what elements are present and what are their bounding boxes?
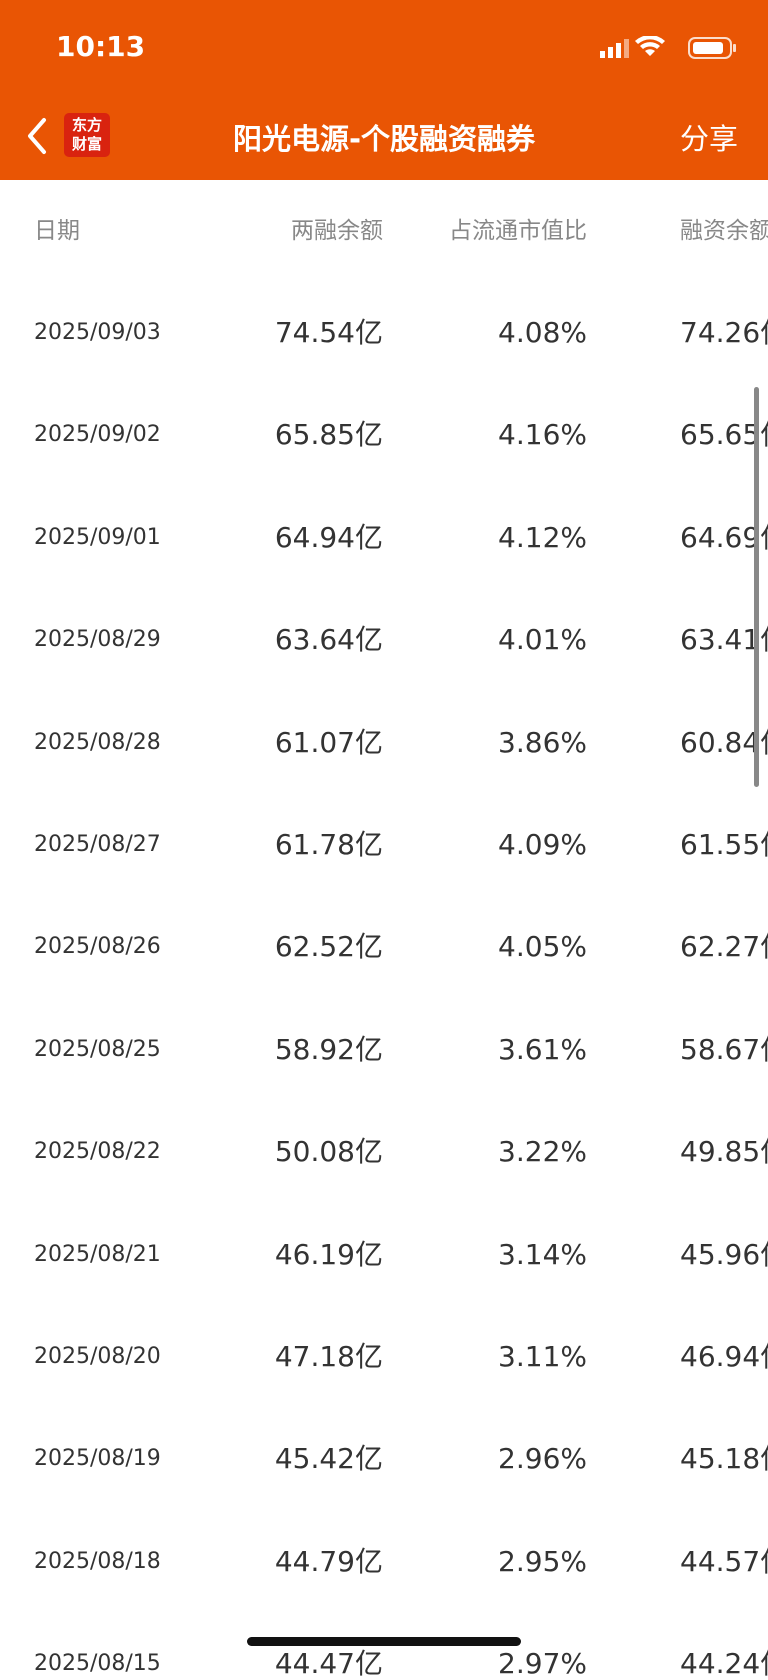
value-cell: 2.96% bbox=[498, 1442, 587, 1476]
date-cell: 2025/08/20 bbox=[34, 1344, 161, 1369]
value-cell: 3.11% bbox=[498, 1340, 587, 1373]
date-cell: 2025/08/29 bbox=[34, 627, 161, 653]
date-cell: 2025/08/28 bbox=[34, 729, 161, 755]
date-cell: 2025/08/25 bbox=[34, 1036, 161, 1062]
value-cell: 2.95% bbox=[498, 1544, 587, 1578]
value-cell: 64.94亿 bbox=[274, 520, 383, 554]
status-icons bbox=[600, 36, 736, 59]
value-cell: 62.52亿 bbox=[274, 930, 383, 964]
value-cell: 3.61% bbox=[498, 1032, 587, 1066]
value-cell: 63.64亿 bbox=[274, 623, 383, 657]
date-cell: 2025/09/02 bbox=[34, 422, 161, 448]
value-cell: 61.78亿 bbox=[274, 828, 383, 861]
column-header: 占流通市值比 bbox=[449, 218, 587, 244]
date-cell: 2025/09/03 bbox=[34, 320, 161, 345]
value-cell: 74.54亿 bbox=[274, 316, 383, 349]
value-cell: 4.08% bbox=[498, 316, 587, 349]
date-cell: 2025/08/27 bbox=[34, 832, 161, 857]
value-cell: 3.14% bbox=[498, 1237, 587, 1271]
column-header: 两融余额 bbox=[291, 218, 383, 244]
column-header: 融资余额 bbox=[680, 218, 768, 244]
logo-text: 东方 bbox=[71, 116, 102, 134]
back-button[interactable] bbox=[24, 116, 50, 156]
app-logo: 东方 财富 bbox=[64, 113, 110, 157]
value-cell: 4.05% bbox=[498, 930, 587, 964]
page-title: 阳光电源-个股融资融券 bbox=[232, 122, 536, 156]
value-cell: 4.09% bbox=[498, 828, 587, 861]
value-cell: 3.86% bbox=[498, 725, 587, 759]
status-time: 10:13 bbox=[56, 30, 146, 63]
value-cell: 62.27亿 bbox=[680, 930, 768, 964]
value-cell: 65.85亿 bbox=[274, 418, 383, 452]
value-cell: 4.12% bbox=[498, 520, 587, 554]
value-cell: 44.24亿 bbox=[680, 1647, 768, 1680]
value-cell: 45.96亿 bbox=[680, 1237, 768, 1271]
header-bar: 10:13 东方 财富 阳光电源-个股融资融券 分享 bbox=[0, 0, 768, 180]
value-cell: 65.65亿 bbox=[680, 418, 768, 452]
date-cell: 2025/08/15 bbox=[34, 1651, 161, 1677]
date-cell: 2025/08/22 bbox=[34, 1139, 161, 1165]
value-cell: 45.42亿 bbox=[274, 1442, 383, 1476]
value-cell: 3.22% bbox=[498, 1135, 587, 1169]
value-cell: 4.16% bbox=[498, 418, 587, 452]
value-cell: 44.57亿 bbox=[680, 1544, 768, 1578]
value-cell: 61.55亿 bbox=[680, 828, 768, 861]
share-button[interactable]: 分享 bbox=[679, 122, 738, 156]
logo-text: 财富 bbox=[71, 135, 102, 153]
value-cell: 45.18亿 bbox=[680, 1442, 768, 1476]
value-cell: 50.08亿 bbox=[274, 1135, 383, 1169]
value-cell: 60.84亿 bbox=[680, 725, 768, 759]
value-cell: 61.07亿 bbox=[274, 725, 383, 759]
value-cell: 63.41亿 bbox=[680, 623, 768, 657]
value-cell: 46.94亿 bbox=[680, 1340, 768, 1373]
value-cell: 44.79亿 bbox=[274, 1544, 383, 1578]
value-cell: 74.26亿 bbox=[680, 316, 768, 349]
date-cell: 2025/09/01 bbox=[34, 524, 161, 550]
value-cell: 64.69亿 bbox=[680, 520, 768, 554]
date-cell: 2025/08/18 bbox=[34, 1548, 161, 1574]
value-cell: 49.85亿 bbox=[680, 1135, 768, 1169]
value-cell: 44.47亿 bbox=[274, 1647, 383, 1680]
value-cell: 47.18亿 bbox=[274, 1340, 383, 1373]
date-cell: 2025/08/19 bbox=[34, 1446, 161, 1472]
scrollbar bbox=[754, 387, 759, 787]
date-cell: 2025/08/26 bbox=[34, 934, 161, 960]
home-indicator bbox=[247, 1637, 521, 1646]
value-cell: 46.19亿 bbox=[274, 1237, 383, 1271]
value-cell: 58.67亿 bbox=[680, 1032, 768, 1066]
value-cell: 2.97% bbox=[498, 1647, 587, 1680]
value-cell: 58.92亿 bbox=[274, 1032, 383, 1066]
column-header: 日期 bbox=[34, 218, 80, 244]
date-cell: 2025/08/21 bbox=[34, 1241, 161, 1267]
value-cell: 4.01% bbox=[498, 623, 587, 657]
